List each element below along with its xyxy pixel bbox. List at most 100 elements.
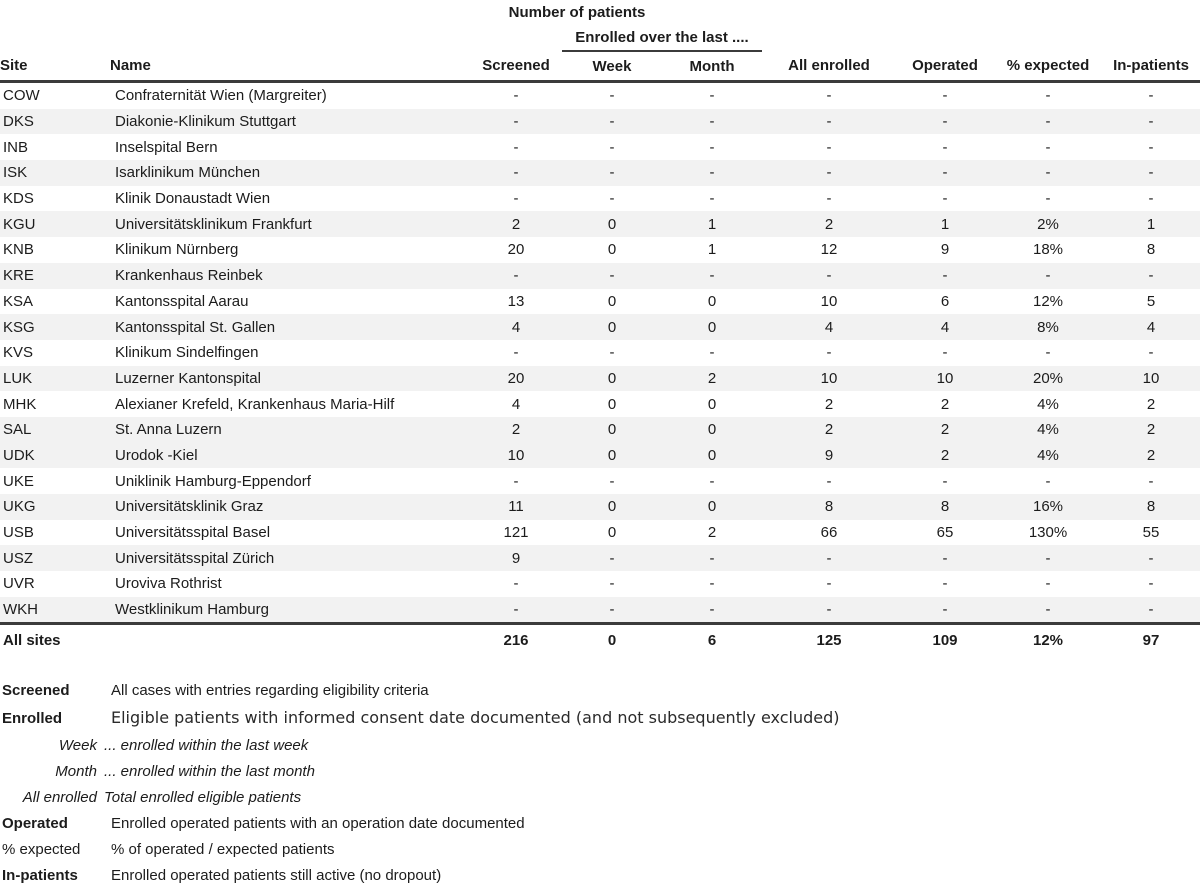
all-enrolled-value: - (826, 164, 832, 182)
site-name: Westklinikum Hamburg (115, 601, 269, 619)
week-value: - (609, 164, 615, 182)
week-value: - (609, 472, 615, 490)
all-enrolled-value: - (826, 472, 832, 490)
legend-row: Enrolled Eligible patients with informed… (0, 708, 1200, 737)
operated-value: - (942, 190, 948, 208)
in-patients-value: - (1148, 472, 1154, 490)
legend-row: Week ... enrolled within the last week (0, 737, 1200, 763)
site-code: SAL (3, 421, 32, 439)
site-name: Diakonie-Klinikum Stuttgart (115, 113, 296, 131)
all-enrolled-value: 9 (824, 446, 834, 464)
pct-expected-value: 2% (1037, 215, 1059, 233)
screened-value: 2 (511, 421, 521, 439)
month-value: 2 (707, 369, 717, 387)
patients-table: Number of patients Enrolled over the las… (0, 5, 1200, 656)
table-row: USZ Universitätsspital Zürich 9 - - - - … (0, 545, 1200, 572)
column-header-row: Site Name Screened Week Month All enroll… (0, 51, 1200, 83)
table-row: KGU Universitätsklinikum Frankfurt 2 0 1… (0, 211, 1200, 238)
month-value: 0 (707, 395, 717, 413)
site-name: Confraternität Wien (Margreiter) (115, 87, 327, 105)
week-value: 0 (607, 395, 617, 413)
site-name: Uroviva Rothrist (115, 575, 222, 593)
pct-expected-value: - (1045, 601, 1051, 619)
in-patients-value: - (1148, 113, 1154, 131)
in-patients-value: - (1148, 549, 1154, 567)
in-patients-value: 55 (1142, 524, 1160, 542)
week-value: 0 (607, 369, 617, 387)
week-value: - (609, 113, 615, 131)
operated-value: 4 (940, 318, 950, 336)
enrolled-over-row: Enrolled over the last .... (0, 24, 1200, 52)
operated-value: 65 (936, 524, 954, 542)
legend-definition: Eligible patients with informed consent … (111, 708, 840, 728)
all-enrolled-value: 2 (824, 421, 834, 439)
month-value: - (709, 575, 715, 593)
site-code: USB (3, 524, 34, 542)
site-name: Universitätsspital Zürich (115, 549, 275, 567)
month-value: - (709, 344, 715, 362)
operated-value: 2 (940, 421, 950, 439)
col-header-operated: Operated (896, 51, 994, 83)
legend-term: Operated (2, 815, 68, 833)
table-row: LUK Luzerner Kantonspital 20 0 2 10 10 2… (0, 365, 1200, 392)
table-row: DKS Diakonie-Klinikum Stuttgart - - - - … (0, 108, 1200, 135)
table-row: KSA Kantonsspital Aarau 13 0 0 10 6 12% … (0, 289, 1200, 315)
site-name: Universitätsspital Basel (115, 524, 271, 542)
table-row: ISK Isarklinikum München - - - - - - - (0, 160, 1200, 186)
operated-value: 9 (940, 241, 950, 259)
operated-value: - (942, 267, 948, 285)
table-row: SAL St. Anna Luzern 2 0 0 2 2 4% 2 (0, 416, 1200, 443)
site-code: ISK (3, 164, 28, 182)
site-name: Inselspital Bern (115, 138, 218, 156)
all-enrolled-value: - (826, 575, 832, 593)
pct-expected-value: 4% (1037, 395, 1059, 413)
pct-expected-value: - (1045, 113, 1051, 131)
all-enrolled-value: 10 (820, 369, 838, 387)
all-enrolled-value: 2 (824, 215, 834, 233)
site-code: KGU (3, 215, 36, 233)
legend-term: In-patients (2, 867, 78, 885)
legend-definition: All cases with entries regarding eligibi… (111, 682, 429, 700)
total-operated: 109 (896, 622, 994, 656)
month-value: 0 (707, 498, 717, 516)
col-header-all-enrolled: All enrolled (762, 51, 896, 83)
week-value: - (609, 138, 615, 156)
month-value: 0 (707, 446, 717, 464)
all-enrolled-value: 4 (824, 318, 834, 336)
week-value: 0 (607, 446, 617, 464)
week-value: - (609, 190, 615, 208)
site-name: St. Anna Luzern (115, 421, 222, 439)
all-enrolled-value: - (826, 190, 832, 208)
table-row: UDK Urodok -Kiel 10 0 0 9 2 4% 2 (0, 442, 1200, 469)
site-name: Klinikum Sindelfingen (115, 344, 259, 362)
month-value: - (709, 472, 715, 490)
site-code: KVS (3, 344, 34, 362)
site-code: DKS (3, 113, 34, 131)
month-value: 0 (707, 421, 717, 439)
week-value: - (609, 549, 615, 567)
legend-term: Month (55, 763, 97, 781)
pct-expected-value: 16% (1032, 498, 1064, 516)
all-enrolled-value: - (826, 113, 832, 131)
in-patients-value: 2 (1146, 446, 1156, 464)
site-name: Kantonsspital St. Gallen (115, 318, 276, 336)
all-enrolled-value: 12 (820, 241, 838, 259)
screened-value: - (513, 164, 519, 182)
table-row: COW Confraternität Wien (Margreiter) - -… (0, 82, 1200, 109)
week-value: 0 (607, 292, 617, 310)
week-value: - (609, 344, 615, 362)
legend-definition: Enrolled operated patients with an opera… (111, 815, 525, 833)
all-enrolled-value: - (826, 344, 832, 362)
site-code: USZ (3, 549, 33, 567)
pct-expected-value: 8% (1037, 318, 1059, 336)
col-header-week: Week (562, 51, 662, 83)
site-code: COW (3, 87, 40, 105)
operated-value: 1 (940, 215, 950, 233)
table-row: KDS Klinik Donaustadt Wien - - - - - - - (0, 186, 1200, 212)
month-value: - (709, 87, 715, 105)
operated-value: - (942, 472, 948, 490)
legend-definition: ... enrolled within the last month (104, 763, 315, 781)
month-value: 0 (707, 318, 717, 336)
operated-value: 2 (940, 395, 950, 413)
